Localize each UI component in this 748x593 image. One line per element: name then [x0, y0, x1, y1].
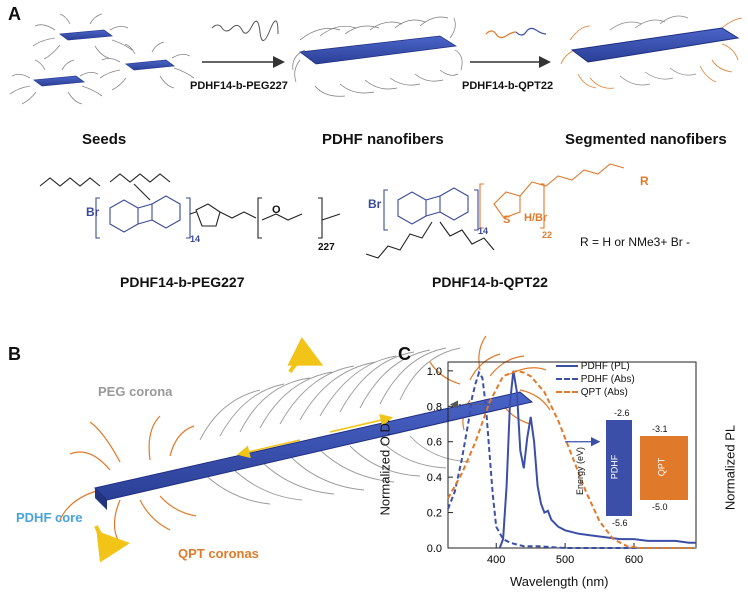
legend-item-pdhf-pl: PDHF (PL)	[556, 360, 635, 373]
legend-label-pdhf-abs: PDHF (Abs)	[580, 374, 635, 385]
legend-label-pdhf-pl: PDHF (PL)	[580, 361, 630, 372]
chem2-r: R	[640, 174, 649, 188]
c-ylabel-left: Normalized O.D.	[377, 419, 393, 516]
inset-ylabel: Energy (eV)	[575, 446, 586, 496]
inset-qpt-bottom: -5.0	[652, 502, 668, 512]
arrow-1-label: PDHF14-b-PEG227	[190, 80, 288, 92]
panel-a-letter: A	[8, 4, 21, 24]
legend-label-qpt-abs: QPT (Abs)	[580, 387, 628, 398]
c-series-line-2	[447, 369, 696, 549]
chem2-r-definition: R = H or NMe3+ Br -	[580, 235, 691, 249]
chem-structure-pdhf-qpt	[365, 163, 625, 259]
c-ylabel-right: Normalized PL	[722, 424, 738, 511]
inset-qpt-top: -3.1	[652, 424, 668, 434]
c-ytick-label-4: 0.8	[427, 401, 442, 413]
inset-pdhf-bar	[606, 420, 632, 516]
chem2-br: Br	[368, 197, 382, 211]
c-series-line-0	[498, 370, 696, 549]
c-xtick-label-0: 400	[487, 554, 505, 566]
polymer-squiggle-2	[485, 30, 517, 39]
chem1-n14: 14	[190, 234, 201, 244]
chem-structure-pdhf-peg	[39, 173, 341, 239]
pdhf-nanofiber	[292, 16, 463, 97]
c-xtick-label-1: 500	[556, 554, 574, 566]
inset-pdhf-label: PDHF	[609, 454, 620, 480]
seed-1	[32, 13, 133, 60]
chem2-n22: 22	[542, 230, 553, 240]
chem1-o: O	[272, 204, 281, 216]
c-ytick-label-3: 0.6	[427, 437, 442, 449]
polymer-squiggle-1	[211, 20, 279, 41]
c-legend: PDHF (PL) PDHF (Abs) QPT (Abs)	[556, 360, 635, 399]
c-ytick-label-1: 0.2	[427, 508, 442, 520]
chem2-hbr: H/Br	[524, 212, 548, 224]
chem1-n227: 227	[318, 242, 335, 253]
arrow-2-label: PDHF14-b-QPT22	[462, 80, 554, 92]
pdhf-core-label: PDHF core	[16, 510, 83, 525]
inset-pdhf-top: -2.6	[614, 408, 630, 418]
c-xtick-label-2: 600	[625, 554, 643, 566]
segmented-nanofiber	[560, 15, 743, 89]
qpt-coronas-label: QPT coronas	[178, 546, 259, 561]
panel-b-letter: B	[8, 344, 21, 364]
c-xlabel: Wavelength (nm)	[510, 574, 609, 589]
inset-energy-diagram: Energy (eV) -2.6 PDHF -5.6 -3.1 QPT -5.0	[575, 408, 690, 528]
c-ytick-label-0: 0.0	[427, 543, 442, 555]
panel-b-nanofiber	[59, 335, 551, 563]
chem2-n14: 14	[478, 226, 489, 236]
c-ytick-label-5: 1.0	[427, 366, 442, 378]
panel-c-chart: 0.0 0.2 0.4 0.6 0.8 1.0 400 500 600	[427, 361, 697, 566]
panel-c-letter: C	[398, 344, 411, 364]
chem2-s: S	[503, 214, 511, 226]
inset-qpt-label: QPT	[656, 457, 667, 477]
seed-3	[99, 41, 195, 91]
seed-2	[9, 59, 103, 105]
inset-qpt-bar	[640, 436, 688, 500]
c-series-line-1	[447, 370, 696, 549]
peg-corona-label: PEG corona	[98, 384, 173, 399]
chem2-name: PDHF14-b-QPT22	[432, 274, 548, 290]
inset-pdhf-bottom: -5.6	[612, 518, 628, 528]
caption-pdhf-nanofibers: PDHF nanofibers	[322, 131, 444, 148]
chem1-br: Br	[86, 205, 100, 219]
legend-item-qpt-abs: QPT (Abs)	[556, 386, 635, 399]
caption-seeds: Seeds	[82, 131, 127, 148]
legend-item-pdhf-abs: PDHF (Abs)	[556, 373, 635, 386]
c-ytick-label-2: 0.4	[427, 472, 442, 484]
caption-segmented-nanofibers: Segmented nanofibers	[565, 131, 727, 148]
chem1-name: PDHF14-b-PEG227	[120, 274, 245, 290]
